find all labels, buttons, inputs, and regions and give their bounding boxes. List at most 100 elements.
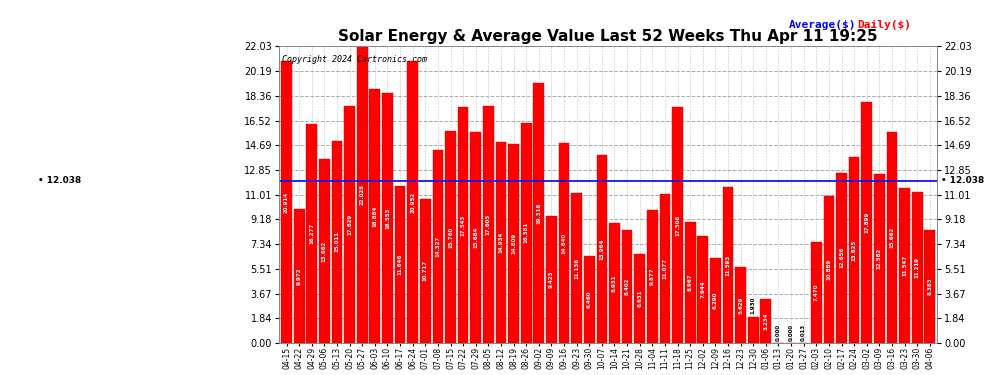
Bar xyxy=(521,123,532,343)
Text: 11.219: 11.219 xyxy=(915,257,920,278)
Text: 18.884: 18.884 xyxy=(372,205,377,226)
Text: 15.662: 15.662 xyxy=(889,227,894,248)
Text: 12.656: 12.656 xyxy=(839,247,844,268)
Bar xyxy=(824,196,835,343)
Text: 15.760: 15.760 xyxy=(448,226,453,248)
Bar xyxy=(861,102,872,343)
Bar xyxy=(811,243,822,343)
Bar xyxy=(332,141,343,343)
Bar xyxy=(457,107,468,343)
Text: 14.934: 14.934 xyxy=(498,232,504,253)
Text: 15.684: 15.684 xyxy=(473,227,478,248)
Text: 14.840: 14.840 xyxy=(561,232,566,254)
Text: 1.930: 1.930 xyxy=(750,297,755,314)
Bar xyxy=(446,131,455,343)
Text: 13.825: 13.825 xyxy=(851,239,856,261)
Bar xyxy=(281,62,292,343)
Text: 6.290: 6.290 xyxy=(713,292,718,309)
Bar xyxy=(685,222,696,343)
Bar xyxy=(597,155,607,343)
Text: 22.028: 22.028 xyxy=(359,184,364,205)
Text: 3.234: 3.234 xyxy=(763,312,768,330)
Text: 13.964: 13.964 xyxy=(599,238,604,260)
Text: 15.011: 15.011 xyxy=(335,231,340,252)
Bar xyxy=(584,256,595,343)
Bar xyxy=(470,132,481,343)
Bar xyxy=(420,199,431,343)
Bar xyxy=(646,210,657,343)
Bar xyxy=(546,216,556,343)
Bar xyxy=(356,46,367,343)
Bar xyxy=(736,267,745,343)
Bar xyxy=(848,157,859,343)
Text: 10.889: 10.889 xyxy=(827,259,832,280)
Text: 8.402: 8.402 xyxy=(625,278,630,295)
Bar xyxy=(925,230,936,343)
Text: 16.277: 16.277 xyxy=(309,223,314,244)
Text: 8.383: 8.383 xyxy=(928,278,933,296)
Bar xyxy=(483,106,494,343)
Text: 8.967: 8.967 xyxy=(688,274,693,291)
Text: 17.506: 17.506 xyxy=(675,214,680,236)
Bar xyxy=(382,93,393,343)
Text: 18.553: 18.553 xyxy=(385,207,390,229)
Bar xyxy=(760,300,771,343)
Bar xyxy=(571,193,582,343)
Bar xyxy=(496,142,506,343)
Text: 9.423: 9.423 xyxy=(548,271,554,288)
Text: 6.460: 6.460 xyxy=(587,291,592,308)
Bar xyxy=(659,194,670,343)
Text: 11.077: 11.077 xyxy=(662,258,667,279)
Bar xyxy=(395,186,406,343)
Bar xyxy=(747,317,758,343)
Bar xyxy=(622,230,633,343)
Text: 17.629: 17.629 xyxy=(347,214,352,235)
Text: 19.318: 19.318 xyxy=(537,202,542,223)
Text: 17.605: 17.605 xyxy=(486,214,491,235)
Bar xyxy=(899,188,910,343)
Text: 20.914: 20.914 xyxy=(284,192,289,213)
Text: 12.582: 12.582 xyxy=(877,248,882,269)
Text: 14.809: 14.809 xyxy=(511,233,516,254)
Bar xyxy=(508,144,519,343)
Text: 17.899: 17.899 xyxy=(864,212,869,233)
Text: 16.381: 16.381 xyxy=(524,222,529,243)
Bar xyxy=(294,209,305,343)
Text: 5.629: 5.629 xyxy=(739,296,743,314)
Bar xyxy=(912,192,923,343)
Text: 11.136: 11.136 xyxy=(574,258,579,279)
Bar xyxy=(837,172,846,343)
Bar xyxy=(433,150,444,343)
Text: 11.547: 11.547 xyxy=(902,255,907,276)
Text: 11.593: 11.593 xyxy=(726,254,731,276)
Text: Copyright 2024 Cartronics.com: Copyright 2024 Cartronics.com xyxy=(282,56,428,64)
Bar xyxy=(710,258,721,343)
Bar xyxy=(609,223,620,343)
Bar xyxy=(345,106,355,343)
Bar xyxy=(887,132,897,343)
Text: 7.470: 7.470 xyxy=(814,284,819,302)
Bar xyxy=(534,83,544,343)
Text: 11.646: 11.646 xyxy=(398,254,403,275)
Bar xyxy=(558,143,569,343)
Text: 0.000: 0.000 xyxy=(789,324,794,341)
Bar xyxy=(723,187,734,343)
Text: 17.543: 17.543 xyxy=(460,214,465,236)
Text: 7.944: 7.944 xyxy=(700,281,705,298)
Bar xyxy=(697,236,708,343)
Title: Solar Energy & Average Value Last 52 Weeks Thu Apr 11 19:25: Solar Energy & Average Value Last 52 Wee… xyxy=(339,29,878,44)
Text: 9.972: 9.972 xyxy=(297,267,302,285)
Text: • 12.038: • 12.038 xyxy=(39,177,81,186)
Text: 14.327: 14.327 xyxy=(436,236,441,257)
Text: 10.717: 10.717 xyxy=(423,260,428,282)
Bar xyxy=(407,61,418,343)
Text: Daily($): Daily($) xyxy=(857,20,911,30)
Bar xyxy=(672,107,683,343)
Text: Average($): Average($) xyxy=(789,20,856,30)
Text: 8.931: 8.931 xyxy=(612,274,617,292)
Text: 0.013: 0.013 xyxy=(801,324,806,341)
Bar xyxy=(635,254,645,343)
Text: 0.000: 0.000 xyxy=(776,324,781,341)
Bar xyxy=(874,174,885,343)
Text: 20.952: 20.952 xyxy=(410,192,415,213)
